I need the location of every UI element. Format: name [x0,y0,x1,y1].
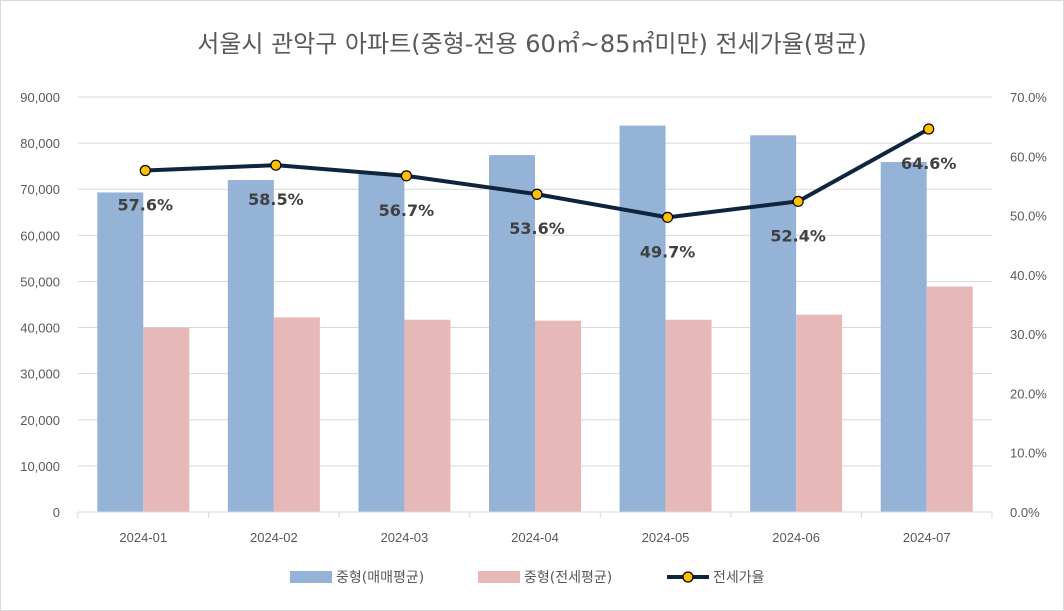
legend: 중형(매매평균) 중형(전세평균) 전세가율 [290,570,765,586]
ratio-point [923,123,935,135]
bar-jeonse-avg [273,317,320,512]
y-right-tick-label: 60.0% [1010,149,1047,164]
y-left-tick-label: 40,000 [20,321,60,336]
legend-label-jeonse-avg: 중형(전세평균) [524,570,612,586]
y-left-tick-label: 30,000 [20,367,60,382]
legend-swatch-jeonse-avg [478,571,520,583]
bar-jeonse-avg [665,319,712,512]
y-left-tick-label: 80,000 [20,136,60,151]
ratio-point [661,211,674,223]
legend-label-sale-avg: 중형(매매평균) [336,570,424,586]
ratio-point [531,188,543,200]
ratio-data-label: 57.6% [118,196,174,215]
bars [97,125,973,513]
bar-sale-avg [358,173,405,513]
ratio-data-label: 53.6% [509,219,565,238]
ratio-data-label: 52.4% [770,226,826,245]
bar-sale-avg [619,125,666,512]
ratio-point [270,159,282,171]
ratio-data-label: 64.6% [901,154,957,173]
bar-sale-avg [880,162,927,512]
bar-jeonse-avg [926,286,973,512]
y-right-tick-label: 10.0% [1010,446,1047,461]
y-left-tick-label: 60,000 [20,228,60,243]
y-right-tick-label: 50.0% [1010,209,1047,224]
y-left-tick-label: 70,000 [20,182,60,197]
y-left-tick-label: 0 [53,505,60,520]
ratio-data-label: 56.7% [379,201,435,220]
bar-jeonse-avg [143,327,190,512]
bar-jeonse-avg [404,319,451,512]
x-tick-label: 2024-01 [119,530,167,545]
x-tick-label: 2024-07 [903,530,951,545]
x-tick-label: 2024-03 [381,530,429,545]
bar-jeonse-avg [796,314,843,512]
x-tick-label: 2024-05 [642,530,690,545]
x-tick-label: 2024-04 [511,530,559,545]
x-tick-label: 2024-02 [250,530,298,545]
y-left-tick-label: 50,000 [20,274,60,289]
legend-swatch-ratio-marker [682,571,694,583]
x-tick-label: 2024-06 [772,530,820,545]
y-right-tick-label: 0.0% [1010,505,1040,520]
chart-title: 서울시 관악구 아파트(중형-전용 60㎡~85㎡미만) 전세가율(평균) [197,30,867,58]
ratio-data-label: 58.5% [248,190,304,209]
bar-sale-avg [97,192,144,512]
bar-sale-avg [750,135,797,512]
ratio-point [139,164,151,177]
y-right-tick-label: 40.0% [1010,268,1047,283]
ratio-data-label: 49.7% [640,242,696,261]
y-right-tick-label: 20.0% [1010,386,1047,401]
y-left-tick-label: 90,000 [20,90,60,105]
bar-sale-avg [489,155,535,512]
y-right-tick-label: 30.0% [1010,327,1047,342]
y-right-tick-label: 70.0% [1010,90,1047,105]
legend-label-ratio: 전세가율 [713,570,765,586]
y-left-tick-label: 20,000 [20,413,60,428]
y-left-tick-label: 10,000 [20,459,60,474]
bar-sale-avg [227,180,274,512]
bar-jeonse-avg [535,320,581,512]
axes: 0 10,000 20,000 30,000 40,000 50,000 60,000 70,… [20,90,1047,545]
ratio-point [400,170,413,182]
legend-swatch-sale-avg [290,571,332,583]
ratio-point [792,195,804,207]
ratio-line: 57.6% 58.5% 56.7% 53.6% 49.7% 52.4% 64.6% [118,123,957,261]
